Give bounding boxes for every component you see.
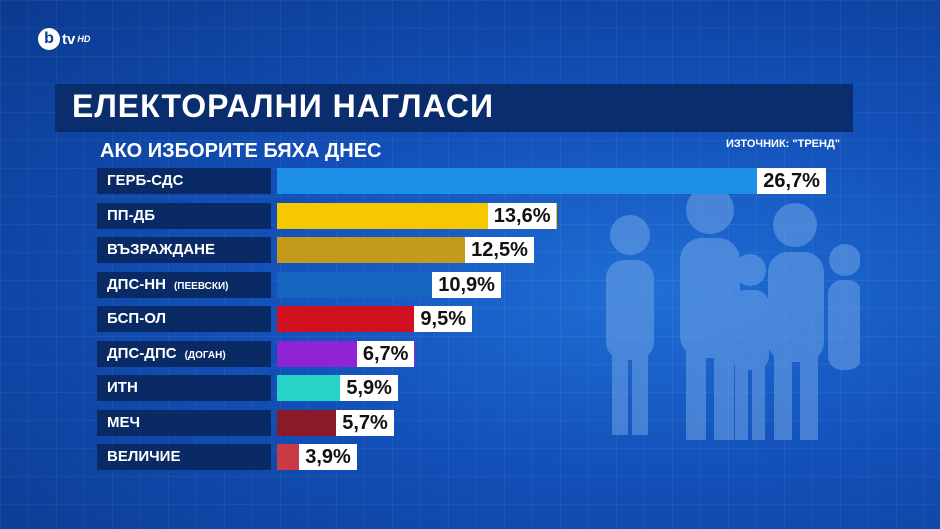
value-label: 26,7% xyxy=(757,168,826,194)
category-label: МЕЧ xyxy=(97,409,271,436)
category-name: ИТН xyxy=(107,379,138,396)
category-note: (ПЕЕВСКИ) xyxy=(173,280,229,292)
bar-row: ВЕЛИЧИЕ 3,9% xyxy=(97,444,857,470)
category-name: ВЪЗРАЖДАНЕ xyxy=(107,241,215,258)
bar-row: МЕЧ 5,7% xyxy=(97,409,857,436)
bar-row: БСП-ОЛ 9,5% xyxy=(97,306,857,332)
bar-row: ВЪЗРАЖДАНЕ 12,5% xyxy=(97,237,857,263)
category-label: ДПС-НН (ПЕЕВСКИ) xyxy=(97,271,271,298)
category-note: (ДОГАН) xyxy=(184,349,226,361)
category-label: ДПС-ДПС (ДОГАН) xyxy=(97,340,271,367)
bar-row: ДПС-ДПС (ДОГАН) 6,7% xyxy=(97,340,857,367)
source-label: ИЗТОЧНИК: "ТРЕНД" xyxy=(726,138,840,150)
bar-row: ДПС-НН (ПЕЕВСКИ) 10,9% xyxy=(97,271,857,298)
value-label: 10,9% xyxy=(432,271,501,298)
category-name: ДПС-НН xyxy=(107,275,166,293)
chart-title: ЕЛЕКТОРАЛНИ НАГЛАСИ xyxy=(72,88,495,124)
value-label: 9,5% xyxy=(414,306,473,332)
category-name: БСП-ОЛ xyxy=(107,310,167,327)
category-label: ВЪЗРАЖДАНЕ xyxy=(97,237,271,263)
category-name: ВЕЛИЧИЕ xyxy=(107,448,181,465)
category-name: МЕЧ xyxy=(107,413,141,431)
logo-letter: b xyxy=(38,28,60,50)
bar xyxy=(277,168,827,194)
category-label: ИТН xyxy=(97,375,271,401)
people-silhouettes-illustration xyxy=(606,186,860,440)
value-label: 5,9% xyxy=(340,375,398,401)
category-label: ГЕРБ-СДС xyxy=(97,168,271,194)
category-label: ПП-ДБ xyxy=(97,202,271,229)
value-label: 13,6% xyxy=(487,202,557,229)
value-label: 6,7% xyxy=(356,340,415,367)
logo-hd: HD xyxy=(77,34,91,44)
title-bar xyxy=(55,84,853,132)
chart-subtitle: АКО ИЗБОРИТЕ БЯХА ДНЕС xyxy=(100,140,382,162)
bar-row: ГЕРБ-СДС 26,7% xyxy=(97,168,857,194)
category-name: ПП-ДБ xyxy=(107,206,156,224)
category-name: ГЕРБ-СДС xyxy=(107,172,184,189)
category-name: ДПС-ДПС xyxy=(107,344,177,362)
category-label: БСП-ОЛ xyxy=(97,306,271,332)
value-label: 12,5% xyxy=(465,237,534,263)
value-label: 5,7% xyxy=(336,409,394,436)
logo-tv: tv xyxy=(62,30,76,48)
btv-hd-logo: b tv HD xyxy=(38,28,90,50)
value-label: 3,9% xyxy=(299,444,357,470)
bar-row: ПП-ДБ 13,6% xyxy=(97,202,857,229)
bar-row: ИТН 5,9% xyxy=(97,375,857,401)
category-label: ВЕЛИЧИЕ xyxy=(97,444,271,470)
